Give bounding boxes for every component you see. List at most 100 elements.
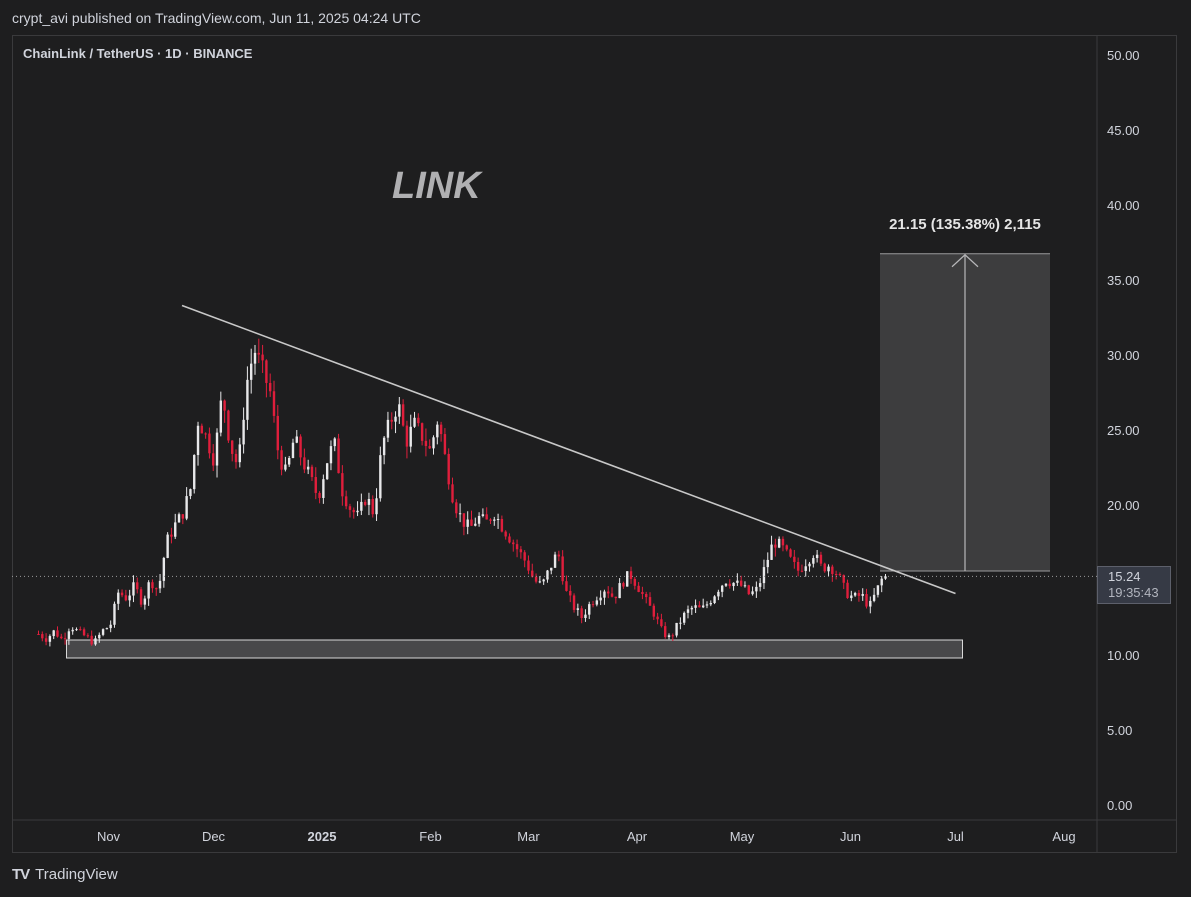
candle-body[interactable] (842, 575, 845, 583)
candle-body[interactable] (500, 518, 504, 532)
candle-body[interactable] (443, 434, 447, 454)
candle-body[interactable] (325, 463, 329, 480)
candle-body[interactable] (276, 415, 279, 451)
candle-body[interactable] (56, 630, 59, 637)
candle-body[interactable] (614, 596, 618, 599)
candle-body[interactable] (584, 614, 587, 619)
candle-body[interactable] (728, 583, 731, 587)
candle-body[interactable] (720, 585, 724, 592)
candle-body[interactable] (762, 567, 766, 584)
candle-body[interactable] (656, 616, 659, 620)
candle-body[interactable] (166, 534, 169, 558)
candle-body[interactable] (557, 554, 561, 557)
candle-body[interactable] (170, 534, 173, 537)
candle-body[interactable] (356, 510, 359, 513)
candle-body[interactable] (287, 458, 291, 465)
candle-body[interactable] (261, 354, 264, 361)
candle-body[interactable] (660, 619, 663, 627)
candle-body[interactable] (189, 489, 192, 497)
candle-body[interactable] (580, 608, 583, 619)
candle-body[interactable] (238, 444, 242, 463)
candle-body[interactable] (717, 591, 720, 597)
candle-body[interactable] (291, 442, 295, 459)
candle-body[interactable] (789, 549, 792, 557)
candle-body[interactable] (79, 629, 82, 631)
candle-body[interactable] (200, 425, 204, 434)
candle-body[interactable] (607, 591, 610, 594)
candle-body[interactable] (466, 519, 469, 527)
candle-body[interactable] (458, 513, 462, 515)
candle-body[interactable] (489, 519, 492, 521)
candle-body[interactable] (572, 595, 576, 610)
candle-body[interactable] (705, 604, 709, 606)
candle-body[interactable] (341, 473, 344, 497)
candle-body[interactable] (690, 607, 693, 610)
candle-body[interactable] (766, 559, 769, 568)
candle-body[interactable] (645, 594, 648, 598)
candle-body[interactable] (770, 544, 773, 560)
candle-body[interactable] (527, 560, 530, 571)
candle-body[interactable] (67, 631, 71, 639)
candle-body[interactable] (667, 635, 671, 638)
candle-body[interactable] (603, 591, 606, 598)
candle-body[interactable] (344, 496, 348, 507)
candle-body[interactable] (531, 570, 534, 577)
candle-body[interactable] (295, 436, 298, 443)
candle-body[interactable] (664, 626, 667, 638)
candle-body[interactable] (515, 544, 519, 550)
candle-body[interactable] (405, 425, 409, 447)
candle-body[interactable] (367, 498, 371, 505)
candle-body[interactable] (496, 518, 500, 520)
candle-body[interactable] (151, 582, 154, 589)
candle-body[interactable] (147, 582, 150, 599)
candle-body[interactable] (90, 635, 93, 645)
candle-body[interactable] (196, 425, 200, 456)
candle-body[interactable] (808, 563, 811, 567)
candle-body[interactable] (732, 582, 735, 587)
candle-body[interactable] (588, 604, 591, 615)
candle-body[interactable] (223, 400, 226, 411)
candle-body[interactable] (193, 455, 196, 490)
candle-body[interactable] (177, 514, 181, 523)
candle-body[interactable] (591, 604, 595, 606)
candle-body[interactable] (158, 580, 162, 589)
candle-body[interactable] (869, 600, 872, 607)
candle-body[interactable] (451, 484, 454, 503)
candle-body[interactable] (880, 578, 883, 586)
candle-body[interactable] (561, 556, 564, 582)
candle-body[interactable] (139, 589, 143, 605)
candle-body[interactable] (417, 417, 420, 424)
candle-body[interactable] (284, 464, 287, 470)
candle-body[interactable] (94, 638, 97, 645)
candle-body[interactable] (174, 522, 177, 537)
candle-body[interactable] (747, 585, 750, 595)
candle-body[interactable] (876, 585, 880, 595)
candle-body[interactable] (853, 593, 857, 596)
candle-body[interactable] (701, 605, 705, 608)
candle-body[interactable] (428, 446, 431, 449)
symbol-title[interactable]: ChainLink / TetherUS · 1D · BINANCE (23, 46, 253, 61)
candle-body[interactable] (637, 585, 640, 592)
candle-body[interactable] (246, 379, 249, 420)
candle-body[interactable] (569, 590, 572, 596)
candle-body[interactable] (819, 554, 823, 564)
candle-body[interactable] (812, 558, 815, 564)
candle-body[interactable] (831, 566, 834, 574)
candle-body[interactable] (755, 586, 758, 592)
candle-body[interactable] (363, 501, 367, 505)
candle-body[interactable] (360, 501, 363, 511)
candle-body[interactable] (219, 400, 223, 433)
candle-body[interactable] (462, 513, 466, 527)
candle-body[interactable] (846, 582, 849, 599)
candle-body[interactable] (379, 455, 382, 499)
candle-body[interactable] (329, 446, 333, 464)
candle-body[interactable] (420, 423, 424, 441)
candle-body[interactable] (447, 453, 450, 485)
candle-body[interactable] (231, 440, 234, 454)
candle-body[interactable] (751, 591, 754, 595)
candle-body[interactable] (834, 573, 838, 575)
candle-body[interactable] (781, 538, 785, 546)
candle-body[interactable] (337, 438, 340, 474)
candle-body[interactable] (314, 477, 317, 493)
